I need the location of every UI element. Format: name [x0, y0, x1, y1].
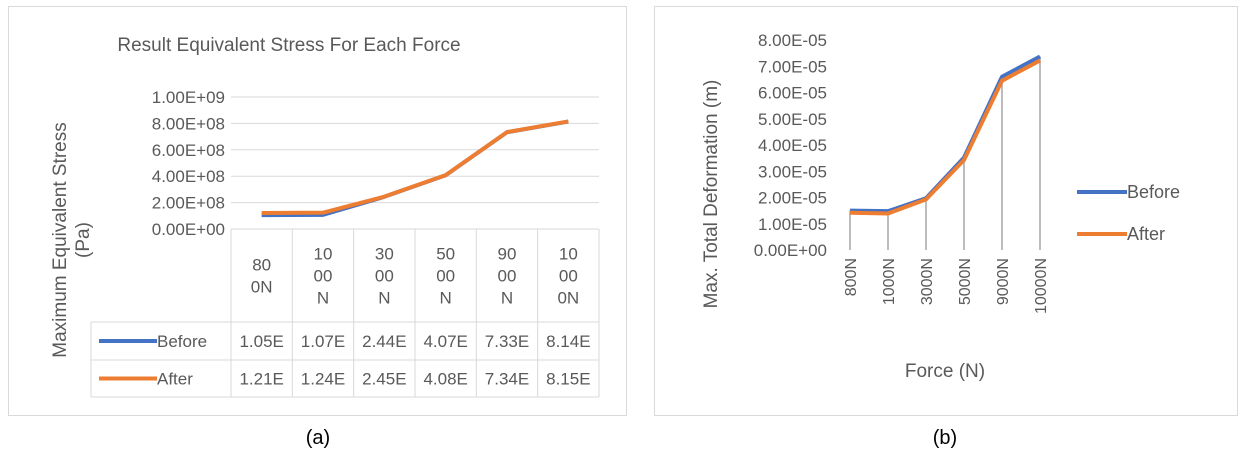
x-tick-label: 00: [375, 267, 394, 286]
deformation-chart: Max. Total Deformation (m) Force (N) 0.00E…: [701, 31, 1180, 382]
x-tick-label: 50: [436, 245, 455, 264]
legend-label: Before: [157, 332, 207, 351]
caption-a: (a): [305, 427, 331, 449]
x-tick-label: 00: [559, 267, 578, 286]
y-tick-label: 0.00E+00: [754, 241, 827, 260]
stress-chart: Result Equivalent Stress For Each Force M…: [50, 35, 600, 398]
x-tick-label: 10: [314, 245, 333, 264]
x-tick-label: 1000N: [881, 258, 898, 305]
table-cell: 1.21E: [239, 370, 283, 389]
y-tick-label: 1.00E+09: [152, 88, 225, 107]
y-tick-label: 6.00E+08: [152, 141, 225, 160]
x-tick-label: N: [317, 289, 329, 308]
x-tick-label: 0N: [557, 289, 579, 308]
x-tick-label: N: [378, 289, 390, 308]
chart-b-panel: Max. Total Deformation (m) Force (N) 0.00E…: [654, 6, 1238, 416]
table-cell: 8.15E: [546, 370, 590, 389]
x-tick-label: 00: [436, 267, 455, 286]
y-tick-label: 6.00E-05: [758, 84, 827, 103]
caption-b: (b): [932, 427, 958, 449]
x-tick-label: 3000N: [919, 258, 936, 305]
table-cell: 1.24E: [301, 370, 345, 389]
x-tick-label: 5000N: [957, 258, 974, 305]
table-cell: 1.05E: [239, 332, 283, 351]
y-tick-label: 5.00E-05: [758, 110, 827, 129]
table-cell: 7.33E: [485, 332, 529, 351]
x-tick-label: 30: [375, 245, 394, 264]
table-cell: 2.44E: [362, 332, 406, 351]
x-tick-label: N: [501, 289, 513, 308]
x-tick-label: 10000N: [1033, 258, 1050, 314]
chart-a-panel: Result Equivalent Stress For Each Force M…: [8, 6, 627, 416]
x-tick-label: 9000N: [995, 258, 1012, 305]
y-tick-label: 8.00E+08: [152, 114, 225, 133]
y-tick-label: 4.00E+08: [152, 167, 225, 186]
y-tick-label: 7.00E-05: [758, 57, 827, 76]
y-axis-label-line2: (Pa): [73, 222, 94, 258]
x-axis-label: Force (N): [905, 361, 985, 382]
y-axis-label-line1: Maximum Equivalent Stress: [50, 122, 71, 357]
table-cell: 4.07E: [423, 332, 467, 351]
table-cell: 2.45E: [362, 370, 406, 389]
table-cell: 7.34E: [485, 370, 529, 389]
y-tick-label: 2.00E-05: [758, 189, 827, 208]
chart-title: Result Equivalent Stress For Each Force: [117, 35, 460, 56]
x-tick-label: 0N: [251, 278, 273, 297]
y-tick-label: 8.00E-05: [758, 31, 827, 50]
series-line-after: [849, 58, 1041, 216]
y-tick-label: 4.00E-05: [758, 136, 827, 155]
x-tick-label: 10: [559, 245, 578, 264]
y-tick-label: 0.00E+00: [152, 220, 225, 239]
x-tick-label: 80: [252, 256, 271, 275]
x-tick-label: N: [440, 289, 452, 308]
table-cell: 1.07E: [301, 332, 345, 351]
table-cell: 4.08E: [423, 370, 467, 389]
legend-label: After: [157, 370, 193, 389]
y-tick-label: 1.00E-05: [758, 215, 827, 234]
series-line-before: [261, 119, 569, 218]
legend-label: After: [1127, 224, 1165, 244]
legend-label: Before: [1127, 182, 1180, 202]
x-tick-label: 800N: [843, 258, 860, 296]
table-cell: 8.14E: [546, 332, 590, 351]
x-tick-label: 00: [314, 267, 333, 286]
y-tick-label: 2.00E+08: [152, 194, 225, 213]
x-tick-label: 90: [498, 245, 517, 264]
y-axis-label: Max. Total Deformation (m): [701, 80, 722, 309]
y-tick-label: 3.00E-05: [758, 162, 827, 181]
x-tick-label: 00: [498, 267, 517, 286]
series-line-before: [849, 54, 1041, 214]
series-line-after: [261, 119, 569, 216]
